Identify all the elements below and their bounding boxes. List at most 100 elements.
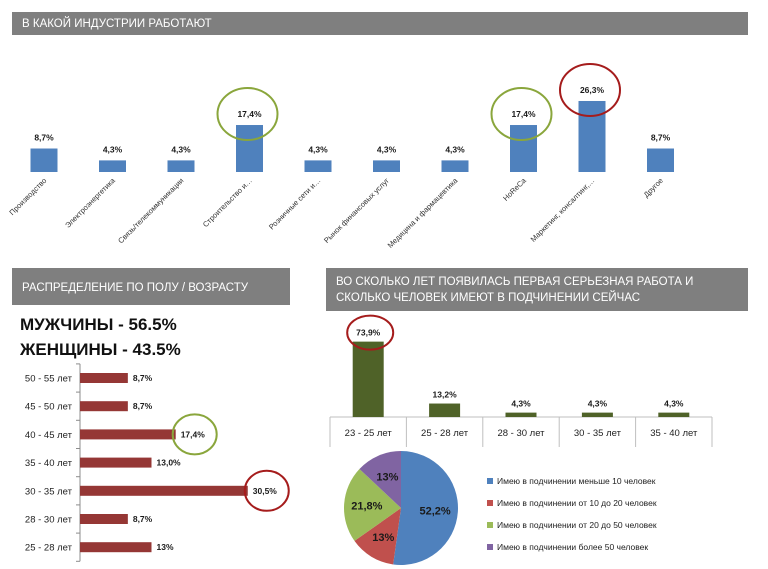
highlight-circle-red xyxy=(243,469,290,512)
first-job-age-bar-chart: 73,9% 23 - 25 лет 13,2% 25 - 28 лет 4,3% 28 -… xyxy=(329,314,713,447)
age-category-label: 30 - 35 лет xyxy=(25,486,73,497)
industry-bar xyxy=(441,160,469,172)
industry-bar xyxy=(304,160,332,172)
first-job-bar xyxy=(505,412,537,417)
subordinates-pie-chart: 52,2% 13% 21,8% 13% xyxy=(343,451,458,565)
industry-value-label: 4,3% xyxy=(377,144,397,154)
age-bar xyxy=(80,401,128,412)
age-category-label: 28 - 30 лет xyxy=(25,515,73,526)
industry-bar xyxy=(647,148,674,172)
industry-value-label: 8,7% xyxy=(651,133,671,143)
legend-label: Имею в подчинении от 20 до 50 человек xyxy=(497,520,657,530)
first-job-section-title-line-1: ВО СКОЛЬКО ЛЕТ ПОЯВИЛАСЬ ПЕРВАЯ СЕРЬЕЗНА… xyxy=(336,275,694,288)
age-category-label: 40 - 45 лет xyxy=(25,430,73,441)
industry-category-label: Розничные сети и… xyxy=(267,176,322,231)
industry-bar xyxy=(578,100,606,172)
gender-age-section-title: РАСПРЕДЕЛЕНИЕ ПО ПОЛУ / ВОЗРАСТУ xyxy=(22,281,249,294)
first-job-bar xyxy=(429,403,461,417)
industry-value-label: 4,3% xyxy=(103,144,123,154)
age-bar-chart: 50 - 55 лет 8,7% 45 - 50 лет 8,7% 40 - 45 ле… xyxy=(25,363,290,562)
first-job-bar xyxy=(658,412,690,417)
industry-category-label: Рынок финансовых услуг xyxy=(322,176,391,245)
industry-category-label: Другое xyxy=(642,176,665,199)
first-job-section-title-line-2: СКОЛЬКО ЧЕЛОВЕК ИМЕЮТ В ПОДЧИНЕНИИ СЕЙЧА… xyxy=(336,291,641,304)
industry-category-label: HoReCa xyxy=(501,175,528,202)
first-job-bar xyxy=(352,341,384,417)
gender-age-section-header: РАСПРЕДЕЛЕНИЕ ПО ПОЛУ / ВОЗРАСТУ xyxy=(12,268,290,305)
pie-slice xyxy=(393,451,458,565)
age-category-label: 50 - 55 лет xyxy=(25,374,73,385)
pie-value-label: 52,2% xyxy=(420,505,451,517)
industry-category-label: Маркетинг, консалтинг,… xyxy=(529,176,597,244)
legend-swatch xyxy=(487,500,493,506)
legend-label: Имею в подчинении более 50 человек xyxy=(497,542,648,552)
highlight-circle-green xyxy=(216,87,279,142)
pie-slice xyxy=(359,451,401,508)
age-value-label: 13,0% xyxy=(157,458,182,468)
age-bar xyxy=(80,514,128,524)
industry-category-label: Производство xyxy=(7,176,48,217)
age-value-label: 13% xyxy=(157,542,174,552)
industry-value-label: 4,3% xyxy=(308,144,328,154)
industry-value-label: 17,4% xyxy=(237,109,262,119)
industry-bar xyxy=(373,160,400,172)
men-share-text: МУЖЧИНЫ - 56.5% xyxy=(20,315,177,334)
highlight-circle-green xyxy=(490,87,553,142)
legend-label: Имею в подчинении меньше 10 человек xyxy=(497,476,656,486)
industry-value-label: 8,7% xyxy=(34,133,54,143)
age-value-label: 8,7% xyxy=(133,401,153,411)
age-category-label: 35 - 40 лет xyxy=(25,458,73,469)
legend-swatch xyxy=(487,544,493,550)
legend-swatch xyxy=(487,522,493,528)
age-bar xyxy=(80,485,248,496)
industry-bar xyxy=(510,125,537,172)
age-value-label: 30,5% xyxy=(253,486,278,496)
age-value-label: 17,4% xyxy=(181,429,206,439)
age-bar xyxy=(80,373,128,383)
first-job-category-label: 35 - 40 лет xyxy=(650,428,698,439)
legend-swatch xyxy=(487,478,493,484)
pie-slice xyxy=(343,468,401,541)
first-job-value-label: 13,2% xyxy=(433,390,458,400)
pie-value-label: 13% xyxy=(372,532,394,544)
industry-bar xyxy=(99,160,126,172)
legend-label: Имею в подчинении от 10 до 20 человек xyxy=(497,498,657,508)
first-job-value-label: 4,3% xyxy=(664,399,684,409)
highlight-circle-red xyxy=(559,62,621,117)
industry-category-label: Медицина и фармацевтика xyxy=(386,175,460,249)
age-bar xyxy=(80,429,176,440)
age-bar xyxy=(80,542,152,553)
first-job-category-label: 25 - 28 лет xyxy=(421,428,469,439)
industry-value-label: 26,3% xyxy=(580,85,605,95)
industry-section-header: В КАКОЙ ИНДУСТРИИ РАБОТАЮТ xyxy=(12,12,748,35)
pie-legend: Имею в подчинении меньше 10 человек Имею … xyxy=(487,476,657,552)
first-job-value-label: 73,9% xyxy=(356,328,381,338)
industry-bar-chart: 8,7% Производство 4,3% Электроэнергетика 4,3… xyxy=(7,62,674,250)
industry-bar xyxy=(167,160,195,172)
first-job-bar xyxy=(581,412,613,417)
first-job-section-header: ВО СКОЛЬКО ЛЕТ ПОЯВИЛАСЬ ПЕРВАЯ СЕРЬЕЗНА… xyxy=(326,268,748,311)
first-job-category-label: 23 - 25 лет xyxy=(345,428,393,439)
first-job-category-label: 30 - 35 лет xyxy=(574,428,622,439)
first-job-category-label: 28 - 30 лет xyxy=(497,428,545,439)
age-category-label: 45 - 50 лет xyxy=(25,402,73,413)
age-category-label: 25 - 28 лет xyxy=(25,543,73,554)
industry-bar xyxy=(236,125,263,172)
industry-bar xyxy=(30,148,58,172)
industry-category-label: Связь/телекоммуникации xyxy=(116,176,185,245)
industry-value-label: 4,3% xyxy=(445,144,465,154)
age-bar xyxy=(80,457,152,468)
pie-slice xyxy=(354,508,401,565)
highlight-circle-red xyxy=(346,314,395,351)
industry-category-label: Электроэнергетика xyxy=(63,175,117,229)
age-value-label: 8,7% xyxy=(133,514,153,524)
highlight-circle-green xyxy=(171,413,218,456)
industry-section-title: В КАКОЙ ИНДУСТРИИ РАБОТАЮТ xyxy=(22,17,212,30)
women-share-text: ЖЕНЩИНЫ - 43.5% xyxy=(20,340,181,359)
pie-value-label: 13% xyxy=(376,472,398,484)
age-value-label: 8,7% xyxy=(133,373,153,383)
industry-value-label: 4,3% xyxy=(171,144,191,154)
pie-value-label: 21,8% xyxy=(351,501,382,513)
